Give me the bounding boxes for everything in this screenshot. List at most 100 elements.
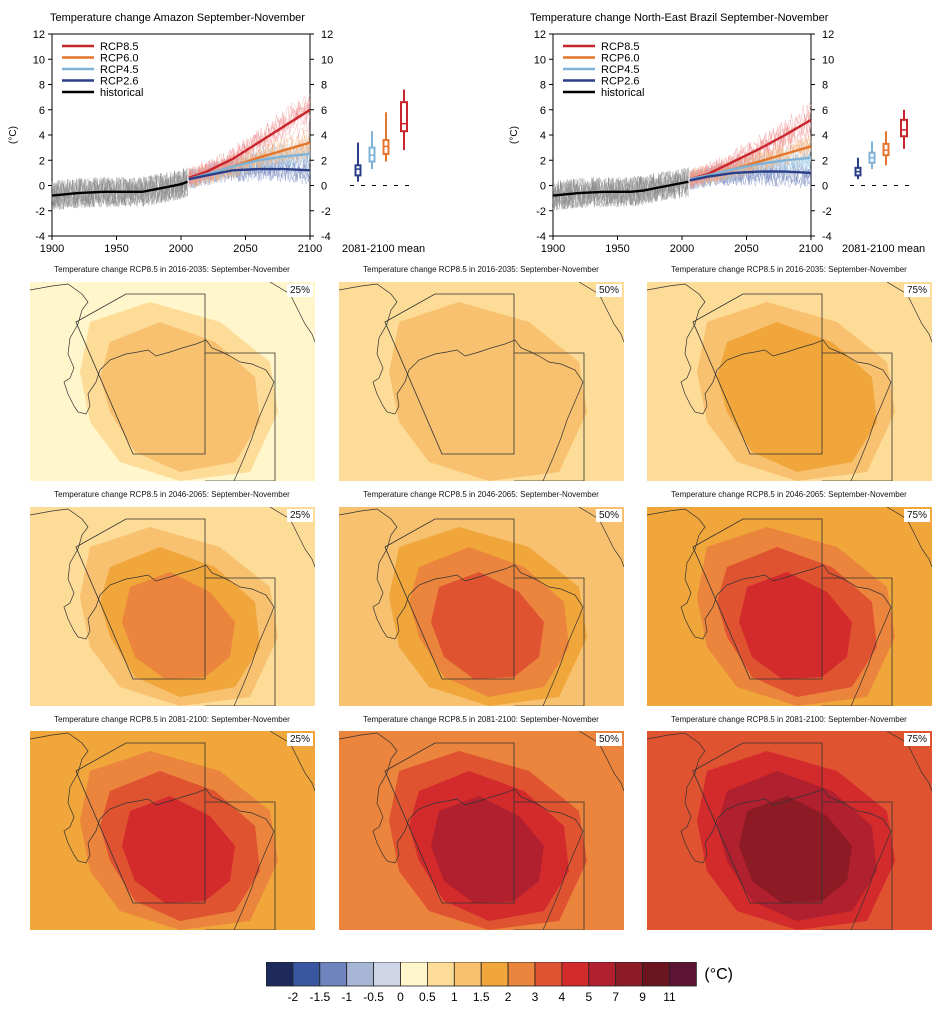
percentile-label: 75% (903, 733, 930, 746)
coastline (578, 507, 624, 568)
y-tick-label: 10 (534, 54, 546, 66)
colorbar-swatch (400, 962, 428, 987)
y-tick-label: 8 (39, 80, 45, 92)
y-tick-label: 0 (39, 181, 45, 193)
colorbar-swatch (615, 962, 644, 987)
member-line-rcp8.5 (689, 101, 812, 188)
x-tick-label: 2050 (233, 243, 257, 255)
colorbar-tick-label: 3 (532, 990, 539, 1004)
map-contour-region (100, 322, 260, 472)
map-panel: 25% (30, 731, 315, 930)
map-svg (647, 507, 932, 706)
legend-label: RCP2.6 (601, 76, 640, 88)
amazon-region-outline (384, 518, 515, 680)
map-svg (339, 507, 624, 706)
legend-label: RCP6.0 (100, 53, 139, 65)
y-tick-label-right: -2 (321, 206, 331, 218)
y-tick-label-right: 10 (822, 54, 834, 66)
coastline (30, 732, 275, 930)
x-tick-label: 2100 (298, 243, 322, 255)
legend-label: RCP2.6 (100, 76, 139, 88)
map-panel: 75% (647, 731, 932, 930)
colorbar-swatch (453, 962, 482, 987)
northeast-brazil-outline (514, 801, 585, 930)
map-contour-region (122, 572, 235, 679)
coastline (647, 732, 892, 930)
series-line-rcp26 (188, 167, 311, 181)
y-tick-label-right: 8 (321, 80, 327, 92)
map-contour-region (122, 796, 235, 903)
coastline (269, 282, 315, 343)
colorbar-swatch (319, 962, 348, 987)
chart-title-1: Temperature change North-East Brazil Sep… (530, 12, 829, 24)
coastline (339, 508, 584, 706)
y-tick-label-right: 12 (822, 29, 834, 41)
legend-label: RCP8.5 (100, 41, 139, 53)
coastline (30, 508, 275, 706)
map-title: Temperature change RCP8.5 in 2016-2035: … (54, 265, 290, 274)
y-tick-label-right: 10 (321, 54, 333, 66)
legend-label: RCP4.5 (100, 64, 139, 76)
y-tick-label: -2 (536, 206, 546, 218)
y-tick-label: 12 (534, 29, 546, 41)
map-title: Temperature change RCP8.5 in 2046-2065: … (671, 490, 907, 499)
y-tick-label-right: 2 (822, 155, 828, 167)
colorbar-legend: -2 -1.5 -1 -0.5 0 0.5 1 1.5 2 3 4 5 7 9 11 (°C) (266, 962, 733, 1004)
y-tick-label-right: -4 (822, 231, 832, 243)
series-line-rcp26 (689, 170, 812, 182)
coastline (647, 508, 892, 706)
y-tick-label-right: 4 (321, 130, 327, 142)
y-tick-label: 12 (33, 29, 45, 41)
series-line-rcp45 (689, 156, 812, 181)
y-tick-label: 6 (540, 105, 546, 117)
historical-member-line (552, 167, 689, 210)
colorbar-tick-label: 11 (663, 990, 676, 1004)
member-line-rcp6.0 (188, 141, 311, 188)
x-tick-label: 1950 (104, 243, 128, 255)
map-panel: 75% (647, 507, 932, 706)
colorbar-tick-label: 0.5 (419, 990, 436, 1004)
amazon-region-outline (75, 518, 206, 680)
colorbar-tick-label: -1.5 (309, 990, 330, 1004)
colorbar-tick-label: -2 (288, 990, 299, 1004)
amazon-region-outline (692, 518, 823, 680)
map-svg (30, 507, 315, 706)
colorbar-swatch (426, 962, 455, 987)
northeast-brazil-outline (822, 801, 893, 930)
map-svg (647, 731, 932, 930)
amazon-region-outline (384, 293, 515, 455)
percentile-label: 50% (595, 733, 622, 746)
map-panel: 50% (339, 282, 624, 481)
colorbar-tick-label: 1 (451, 990, 458, 1004)
colorbar-swatch (669, 962, 697, 987)
colorbar-swatch (642, 962, 670, 987)
x-tick-label: 1900 (541, 243, 565, 255)
member-line-rcp8.5 (689, 115, 812, 186)
amazon-region-outline (692, 293, 823, 455)
northeast-brazil-outline (205, 352, 276, 481)
colorbar-swatch (561, 962, 590, 987)
y-tick-label-right: 8 (822, 80, 828, 92)
coastline (30, 283, 275, 481)
coastline (886, 731, 932, 792)
member-line-rcp8.5 (188, 95, 311, 186)
map-svg (30, 731, 315, 930)
coastline (647, 283, 892, 481)
box-body (354, 164, 362, 177)
map-contour-region (717, 322, 877, 472)
y-tick-label: 8 (540, 80, 546, 92)
map-title: Temperature change RCP8.5 in 2081-2100: … (54, 715, 290, 724)
legend-label: RCP4.5 (601, 64, 640, 76)
colorbar-swatch (534, 962, 563, 987)
y-tick-label: 0 (540, 181, 546, 193)
map-contour-region (739, 796, 852, 903)
map-contour-region (389, 302, 587, 481)
y-tick-label-right: 6 (822, 105, 828, 117)
coastline (269, 507, 315, 568)
x-tick-label: 2100 (799, 243, 823, 255)
map-svg (339, 282, 624, 481)
northeast-brazil-outline (205, 577, 276, 706)
map-title: Temperature change RCP8.5 in 2081-2100: … (671, 715, 907, 724)
map-panel: 75% (647, 282, 932, 481)
percentile-label: 50% (595, 284, 622, 297)
